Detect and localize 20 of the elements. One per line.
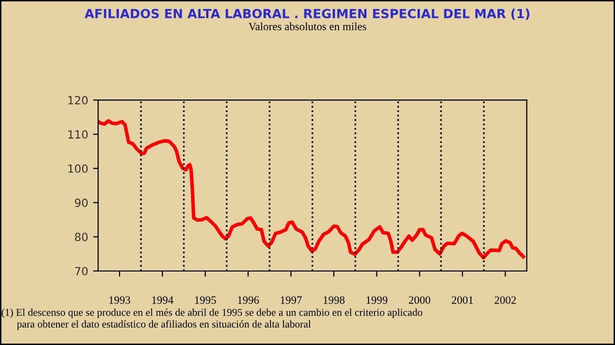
x-tick-label: 2002 [494, 296, 516, 304]
x-tick-label: 1996 [238, 296, 259, 304]
y-tick-label: 120 [68, 96, 88, 104]
x-tick-label: 1997 [280, 296, 302, 304]
y-tick-label: 100 [68, 164, 88, 173]
x-tick-label: 2001 [452, 296, 473, 304]
x-tick-label: 1993 [109, 296, 130, 304]
y-tick-label: 90 [74, 198, 88, 207]
chart-title: AFILIADOS EN ALTA LABORAL . REGIMEN ESPECIAL DEL MAR (1) [84, 8, 530, 20]
y-tick-label: 80 [74, 232, 88, 242]
line-series [98, 119, 526, 260]
x-tick-label: 1995 [195, 296, 216, 304]
y-tick-label: 70 [75, 266, 88, 276]
y-tick-label: 110 [68, 130, 88, 139]
text: (1) El descenso que se produce en el més de abril de 1995 se debe a un cambio en el criterio aplicado para obtener el dato estadístico de afiliados en situación de alta laboral [2, 308, 422, 330]
x-tick-label: 2000 [408, 296, 430, 304]
chart-subtitle: Valores absolutos en miles [248, 22, 366, 30]
x-tick-label: 1998 [324, 296, 345, 304]
x-tick-label: 1994 [152, 296, 174, 304]
x-tick-label: 1999 [366, 296, 388, 304]
